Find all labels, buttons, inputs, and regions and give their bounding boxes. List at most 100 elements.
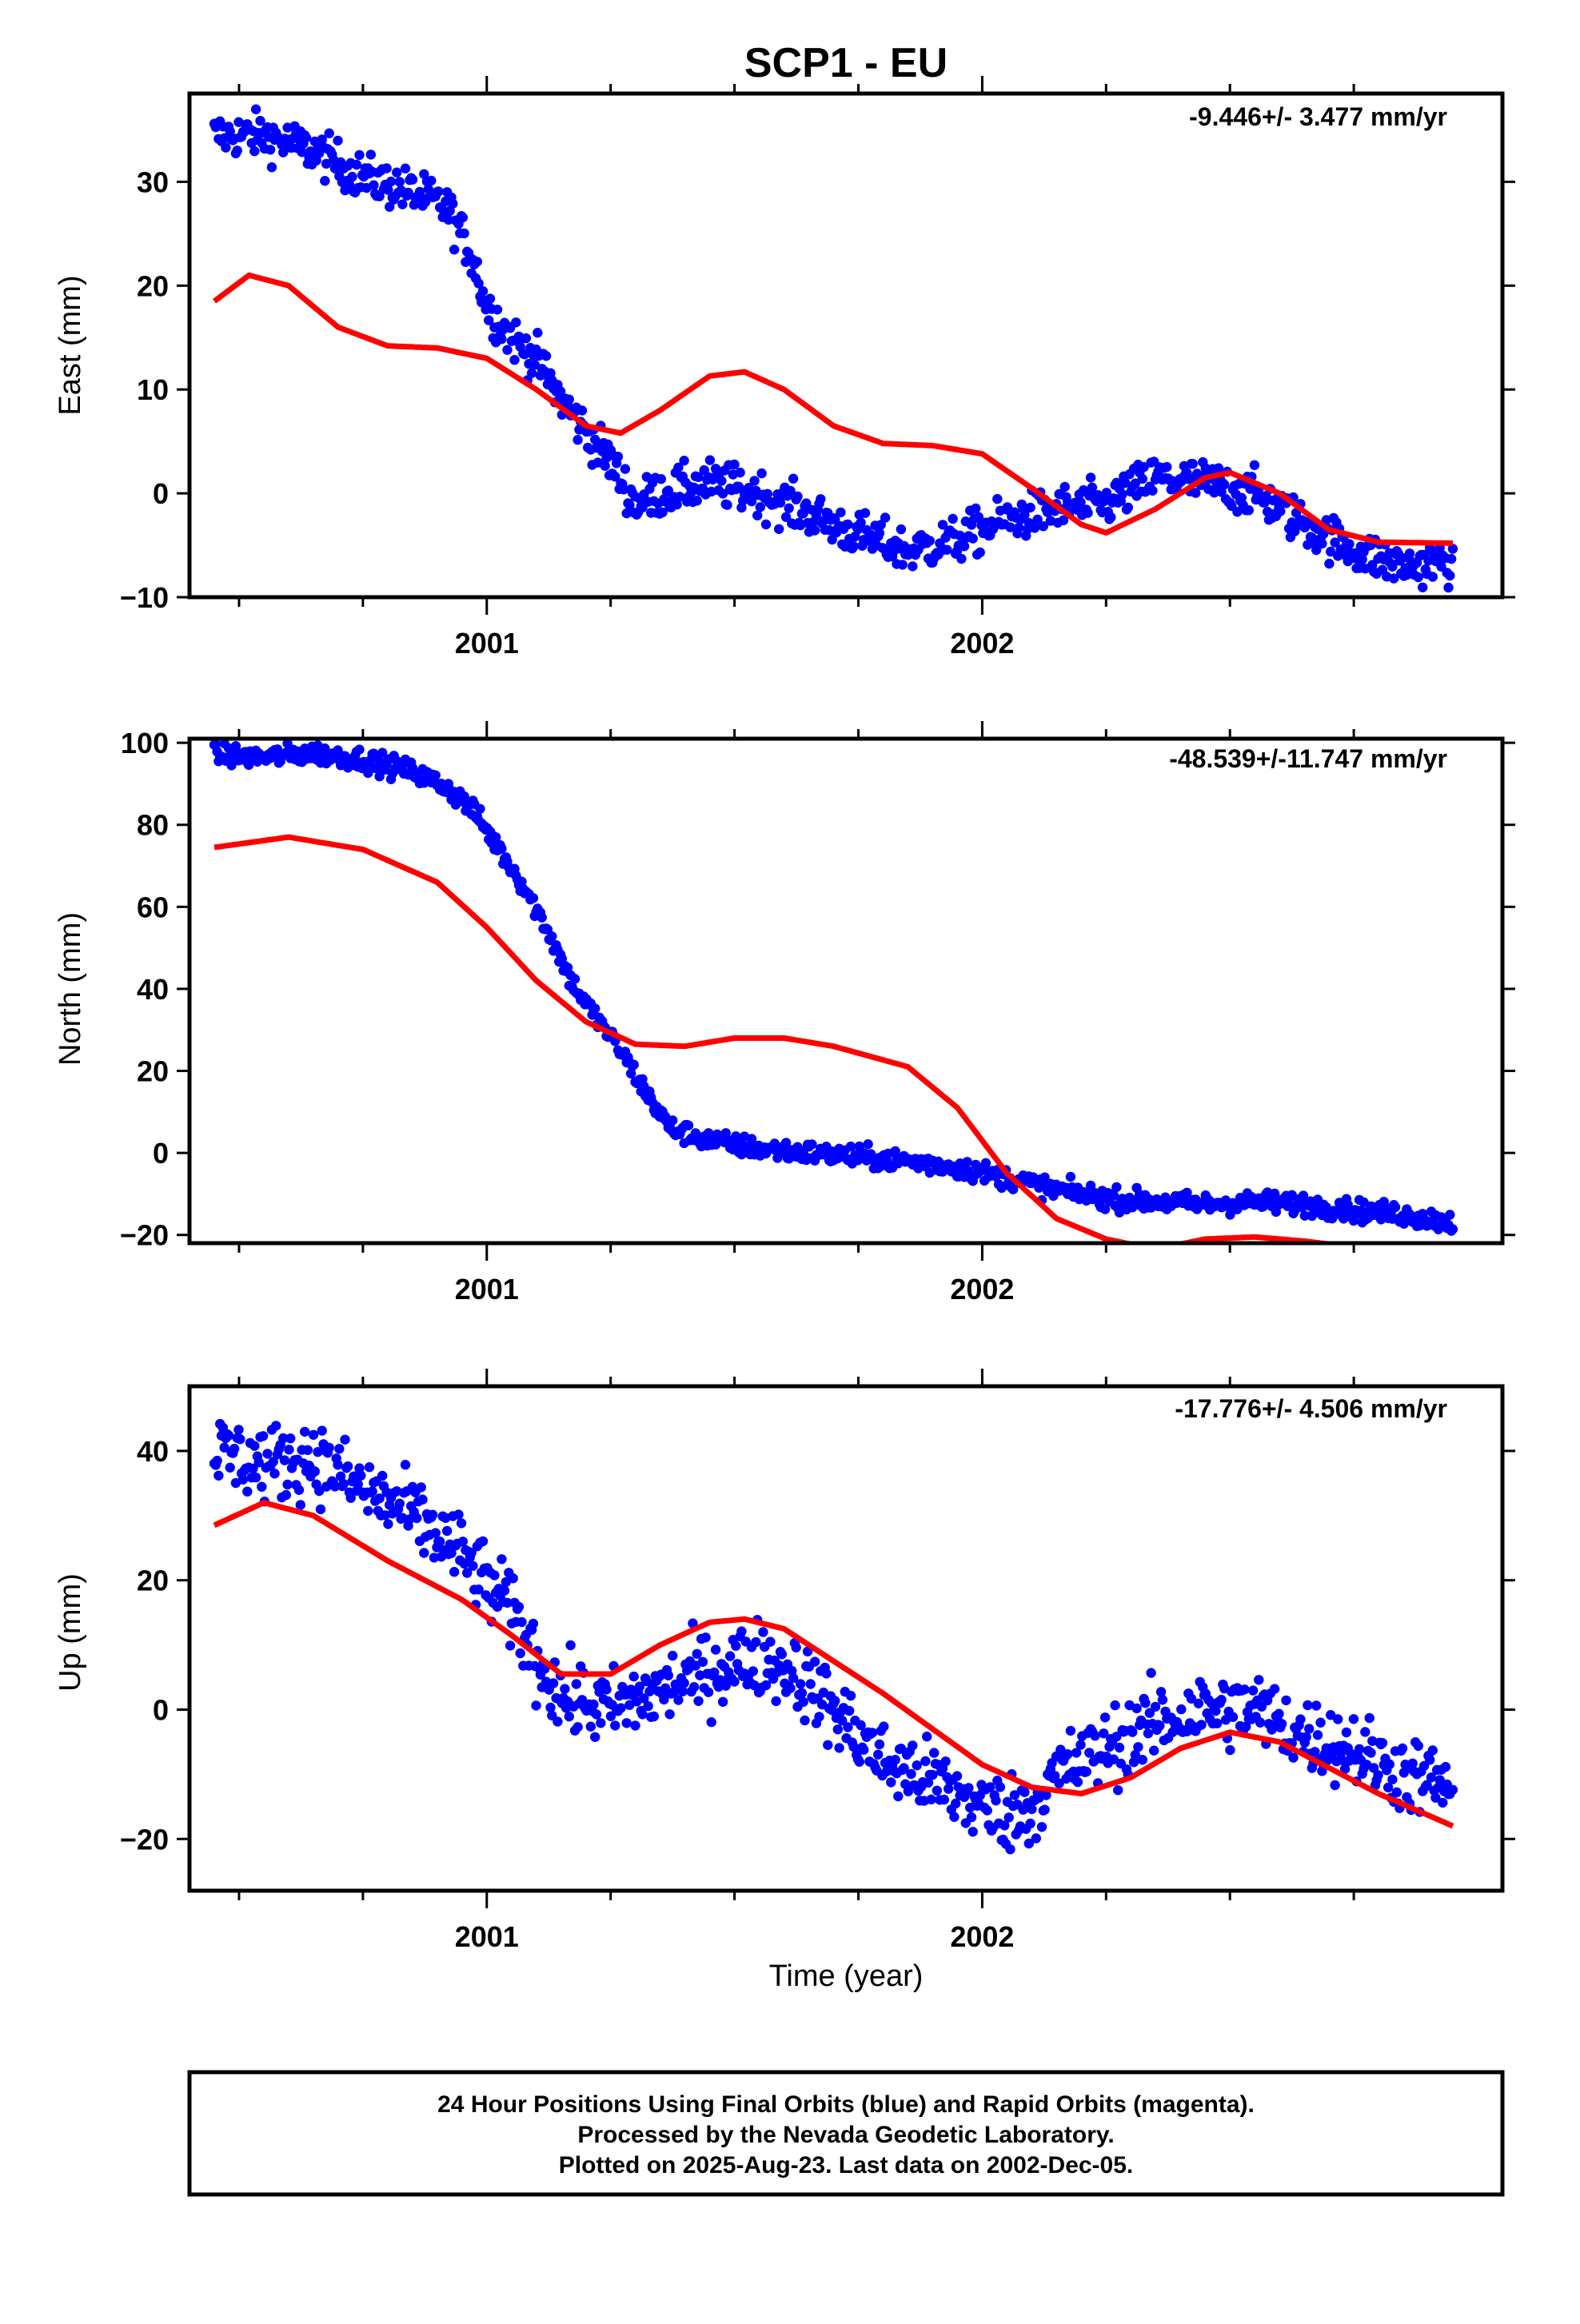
data-point-up <box>1312 1730 1323 1740</box>
data-point-up <box>952 1771 963 1781</box>
data-point-north <box>1390 1202 1401 1213</box>
data-point-east <box>502 345 513 355</box>
data-point-up <box>340 1434 350 1445</box>
y-tick-label-up: −20 <box>120 1823 169 1856</box>
data-point-up <box>1276 1719 1287 1729</box>
data-point-up <box>334 1444 345 1454</box>
data-point-up <box>1131 1703 1142 1714</box>
data-point-east <box>511 317 521 328</box>
data-point-east <box>729 459 740 470</box>
data-point-east <box>1025 502 1035 513</box>
data-point-up <box>1111 1732 1122 1742</box>
data-point-up <box>951 1798 961 1809</box>
data-point-up <box>531 1700 541 1711</box>
data-point-up <box>1310 1747 1320 1757</box>
data-point-up <box>1341 1727 1352 1738</box>
data-point-east <box>755 502 765 512</box>
data-point-up <box>1155 1687 1167 1697</box>
data-point-up <box>944 1784 954 1794</box>
data-point-up <box>1241 1721 1251 1732</box>
data-point-east <box>383 185 393 195</box>
y-tick-label-east: 0 <box>153 477 169 510</box>
data-point-east <box>1005 522 1015 532</box>
data-point-up <box>1150 1701 1161 1712</box>
data-point-east <box>1427 572 1438 582</box>
data-point-east <box>457 212 468 223</box>
data-point-up <box>212 1455 222 1466</box>
data-point-up <box>731 1640 741 1651</box>
data-point-up <box>785 1683 796 1693</box>
data-point-east <box>692 496 702 506</box>
data-point-up <box>253 1457 264 1468</box>
data-point-east <box>1324 558 1335 569</box>
data-point-north <box>668 1115 678 1126</box>
data-point-up <box>617 1681 628 1692</box>
data-point-up <box>1447 1784 1458 1795</box>
data-point-east <box>836 507 846 518</box>
data-point-east <box>477 286 489 297</box>
y-tick-label-east: 20 <box>137 269 169 302</box>
data-point-up <box>1108 1754 1119 1764</box>
data-point-east <box>1123 502 1134 512</box>
data-point-east <box>1389 573 1399 584</box>
plot-frame-east <box>187 91 1505 600</box>
data-point-up <box>776 1649 787 1660</box>
data-point-east <box>620 464 631 474</box>
data-point-north <box>780 1138 792 1148</box>
data-point-up <box>1387 1774 1398 1785</box>
data-point-north <box>962 1157 972 1167</box>
data-point-up <box>616 1703 626 1713</box>
data-point-up <box>1110 1700 1120 1711</box>
data-point-up <box>809 1656 820 1667</box>
data-point-east <box>1436 561 1446 572</box>
data-point-east <box>1213 463 1224 473</box>
y-axis-label-up: Up (mm) <box>54 1573 87 1692</box>
data-point-east <box>1139 462 1149 472</box>
data-point-east <box>1058 515 1069 525</box>
data-point-up <box>692 1648 702 1659</box>
data-point-north <box>1359 1197 1369 1208</box>
data-point-up <box>1003 1812 1014 1823</box>
data-point-up <box>643 1700 653 1712</box>
data-point-up <box>821 1668 832 1679</box>
data-point-north <box>1299 1210 1311 1221</box>
data-point-east <box>459 228 469 239</box>
data-point-up <box>1130 1749 1141 1760</box>
data-point-up <box>1036 1822 1047 1832</box>
data-point-east <box>1085 472 1096 483</box>
data-point-up <box>269 1469 280 1479</box>
data-point-up <box>441 1525 453 1537</box>
data-point-up <box>823 1740 833 1750</box>
data-point-up <box>912 1760 922 1771</box>
footer-line-3: Plotted on 2025-Aug-23. Last data on 200… <box>559 2152 1134 2179</box>
data-point-east <box>1130 478 1141 488</box>
data-point-up <box>1196 1720 1207 1730</box>
data-point-up <box>848 1741 859 1752</box>
rate-label-north: -48.539+/-11.747 mm/yr <box>1169 744 1447 773</box>
data-point-east <box>533 328 543 338</box>
data-point-up <box>1072 1776 1083 1788</box>
data-point-up <box>939 1794 950 1805</box>
data-point-east <box>657 507 668 518</box>
data-point-up <box>573 1722 583 1732</box>
data-point-up <box>605 1711 616 1721</box>
data-point-up <box>1422 1780 1432 1790</box>
data-point-north <box>1039 1172 1050 1182</box>
data-point-up <box>285 1433 296 1444</box>
data-point-up <box>929 1748 940 1758</box>
data-point-up <box>1288 1752 1299 1763</box>
data-point-east <box>956 553 967 564</box>
data-point-east <box>827 534 837 545</box>
data-point-up <box>1019 1787 1030 1797</box>
data-point-east <box>992 493 1003 504</box>
data-point-up <box>1354 1744 1365 1754</box>
data-point-north <box>625 1068 636 1079</box>
data-point-up <box>335 1471 346 1482</box>
y-tick-label-east: 30 <box>137 165 169 198</box>
data-point-east <box>1413 572 1424 583</box>
data-point-east <box>1137 473 1148 484</box>
data-point-east <box>492 305 503 315</box>
data-point-east <box>344 179 355 189</box>
data-point-east <box>1032 514 1043 524</box>
data-point-east <box>403 187 413 198</box>
